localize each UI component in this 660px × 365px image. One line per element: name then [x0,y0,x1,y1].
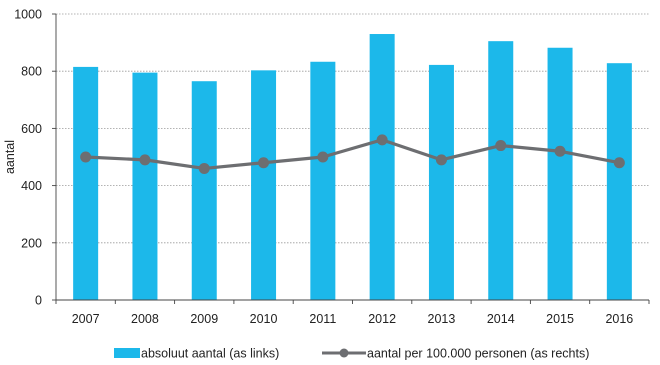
bar-2011 [310,61,336,301]
legend-line-label: aantal per 100.000 personen (as rechts) [367,347,589,361]
x-tick-label-2010: 2010 [250,312,278,326]
y-tick-label: 400 [21,179,42,193]
bar-2010 [251,70,277,300]
line-series-path [85,138,620,171]
line-series [80,134,625,174]
x-tick-label-2007: 2007 [72,312,100,326]
line-point-2011 [317,151,329,163]
bar-2007 [73,66,99,300]
bar-2012 [369,34,395,301]
legend-bar-label: absoluut aantal (as links) [141,347,279,361]
line-point-2010 [258,157,270,169]
line-point-2007 [80,151,92,163]
y-tick-label: 1000 [14,8,42,22]
y-tick-label: 200 [21,236,42,250]
line-point-2015 [554,145,566,157]
y-tick-label: 0 [35,294,42,308]
line-point-2016 [613,157,625,169]
x-tick-label-2015: 2015 [546,312,574,326]
bar-2016 [606,63,632,300]
line-point-2008 [139,154,151,166]
x-tick-label-2014: 2014 [487,312,515,326]
bars [73,34,632,301]
x-tick-label-2016: 2016 [605,312,633,326]
y-tick-label: 600 [21,122,42,136]
bar-2014 [488,41,514,301]
bar-2009 [191,81,217,301]
y-axis-title: aantal [3,140,17,174]
x-tick-label-2011: 2011 [309,312,336,326]
bar-2013 [428,64,454,301]
legend: absoluut aantal (as links) aantal per 10… [114,347,589,361]
x-tick-label-2008: 2008 [131,312,159,326]
line-point-2013 [435,154,447,166]
y-tick-label: 800 [21,65,42,79]
tick-labels: 0 200 400 600 800 1000 2007 2008 2009 2010 2011 201… [14,8,633,327]
bar-2008 [132,72,158,300]
axes [52,13,650,304]
line-point-2014 [495,140,507,152]
line-point-2012 [376,134,388,146]
bar-2015 [547,47,573,300]
line-point-2009 [198,162,210,174]
x-tick-label-2013: 2013 [428,312,456,326]
x-tick-label-2012: 2012 [368,312,396,326]
legend-bar-swatch [114,348,140,358]
legend-line-marker [339,348,349,358]
x-tick-label-2009: 2009 [190,312,218,326]
